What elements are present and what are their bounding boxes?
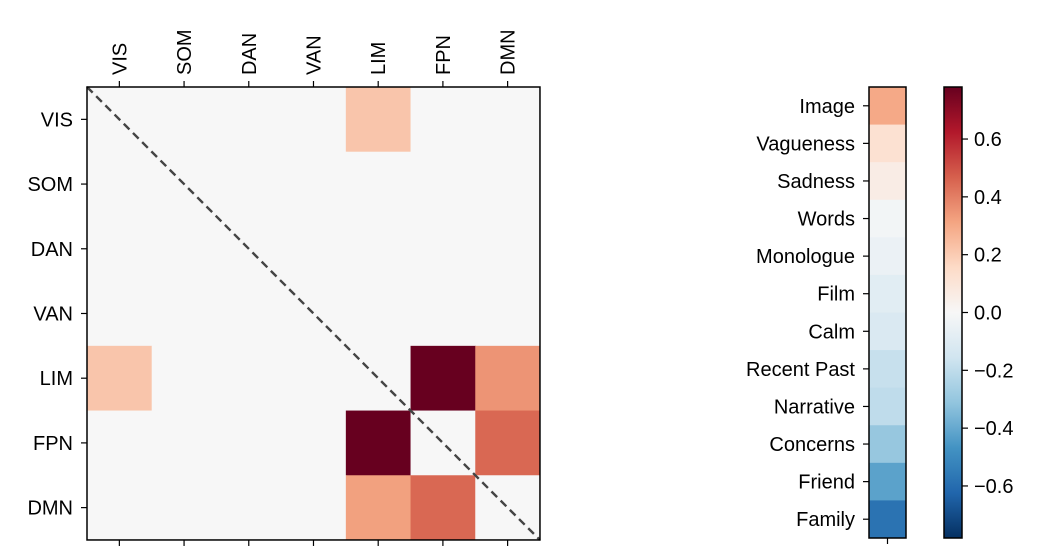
strip-cell-calm (869, 312, 906, 351)
matrix-cell-fpn-dan (216, 410, 282, 476)
strip-cell-monologue (869, 237, 906, 276)
matrix-cell-vis-som (151, 87, 217, 153)
matrix-y-tick-label: DAN (31, 239, 73, 261)
colorbar-tick-label: −0.4 (974, 418, 1013, 440)
strip-cell-image (869, 87, 906, 126)
matrix-cell-dan-dmn (475, 216, 541, 282)
matrix-cell-som-vis (87, 151, 153, 217)
strip-y-tick-label: Monologue (756, 246, 855, 268)
strip-cell-film (869, 274, 906, 313)
strip-y-tick-label: Narrative (774, 396, 855, 418)
strip-cell-recent-past (869, 350, 906, 389)
strip-y-tick-label: Concerns (769, 434, 855, 456)
matrix-cell-fpn-som (151, 410, 217, 476)
matrix-cell-lim-vis (87, 345, 153, 412)
matrix-cell-som-dmn (475, 151, 541, 217)
strip-cell-vagueness (869, 124, 906, 163)
strip-cell-family (869, 500, 906, 539)
matrix-x-tick-label: DAN (239, 33, 261, 75)
matrix-cell-fpn-van (281, 410, 347, 476)
strip-y-tick-label: Vagueness (756, 133, 855, 155)
matrix-cell-van-dan (216, 281, 282, 347)
colorbar-tick-label: −0.6 (974, 476, 1013, 498)
strip-cell-concerns (869, 425, 906, 464)
matrix-cell-vis-dan (216, 87, 282, 153)
colorbar-tick-label: −0.2 (974, 360, 1013, 382)
matrix-cell-dan-lim (345, 216, 412, 282)
matrix-cell-dmn-dan (216, 475, 282, 541)
matrix-x-tick-label: VIS (109, 43, 131, 75)
matrix-cell-lim-van (281, 345, 347, 412)
matrix-diagonal-line (86, 86, 541, 541)
strip-y-tick-label: Friend (798, 472, 855, 494)
strip-y-tick-label: Recent Past (746, 359, 855, 381)
matrix-x-tick-label: VAN (303, 35, 325, 75)
colorbar-tick-label: 0.6 (974, 129, 1002, 151)
matrix-cell-lim-dan (216, 345, 282, 412)
matrix-cell-dmn-vis (87, 475, 153, 541)
colorbar-tick-label: 0.4 (974, 187, 1002, 209)
strip-cell-narrative (869, 387, 906, 426)
matrix-cell-som-lim (345, 151, 412, 217)
matrix-cell-van-vis (87, 281, 153, 347)
matrix-cell-fpn-lim (345, 410, 412, 476)
matrix-x-tick-label: SOM (174, 29, 196, 75)
strip-y-tick-label: Family (796, 509, 855, 531)
matrix-cell-dan-fpn (410, 216, 476, 282)
matrix-cell-dmn-fpn (410, 475, 476, 541)
matrix-cell-dan-vis (87, 216, 153, 282)
strip-y-tick-label: Calm (808, 321, 855, 343)
matrix-cell-som-fpn (410, 151, 476, 217)
colorbar-tick-label: 0.0 (974, 303, 1002, 325)
matrix-cell-fpn-vis (87, 410, 153, 476)
colorbar-gradient (944, 87, 962, 538)
strip-y-tick-label: Film (817, 284, 855, 306)
strip-y-tick-label: Sadness (777, 171, 855, 193)
colorbar-tick-label: 0.2 (974, 245, 1002, 267)
matrix-cell-vis-fpn (410, 87, 476, 153)
matrix-cell-dmn-lim (345, 475, 412, 541)
matrix-y-tick-label: SOM (27, 174, 73, 196)
matrix-cell-van-som (151, 281, 217, 347)
matrix-y-tick-label: VAN (33, 303, 73, 325)
matrix-cell-som-van (281, 151, 347, 217)
matrix-cell-van-fpn (410, 281, 476, 347)
matrix-cell-lim-dmn (475, 345, 541, 412)
strip-cell-friend (869, 462, 906, 501)
strip-y-tick-label: Words (798, 209, 855, 231)
strip-y-tick-label: Image (799, 96, 855, 118)
matrix-y-tick-label: DMN (27, 498, 73, 520)
matrix-x-tick-label: DMN (498, 29, 520, 75)
strip-cell-words (869, 199, 906, 238)
matrix-cell-lim-som (151, 345, 217, 412)
matrix-cell-dan-som (151, 216, 217, 282)
matrix-cell-vis-dmn (475, 87, 541, 153)
matrix-cell-lim-fpn (410, 345, 476, 412)
matrix-cell-van-dmn (475, 281, 541, 347)
strip-cell-sadness (869, 162, 906, 201)
matrix-cell-vis-van (281, 87, 347, 153)
matrix-cell-dmn-som (151, 475, 217, 541)
matrix-cell-dmn-van (281, 475, 347, 541)
matrix-y-tick-label: LIM (40, 368, 73, 390)
matrix-y-tick-label: FPN (33, 433, 73, 455)
matrix-cell-dan-van (281, 216, 347, 282)
matrix-x-tick-label: LIM (368, 42, 390, 75)
matrix-cell-vis-lim (345, 87, 412, 153)
matrix-cell-som-dan (216, 151, 282, 217)
matrix-y-tick-label: VIS (41, 109, 73, 131)
matrix-cell-van-lim (345, 281, 412, 347)
matrix-x-tick-label: FPN (433, 35, 455, 75)
matrix-cell-fpn-dmn (475, 410, 541, 476)
